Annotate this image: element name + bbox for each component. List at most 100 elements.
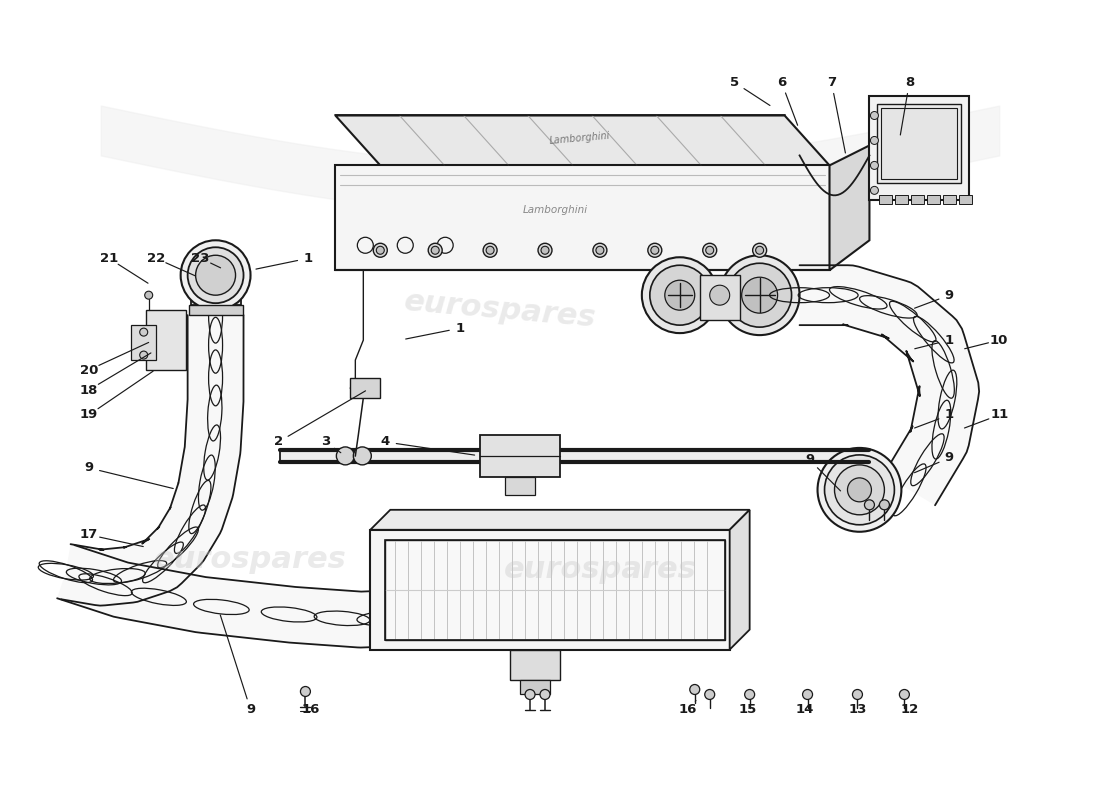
Circle shape	[756, 246, 763, 254]
Text: 11: 11	[990, 409, 1009, 422]
Text: Lamborghini: Lamborghini	[549, 131, 610, 146]
Text: 1: 1	[304, 252, 313, 265]
Polygon shape	[57, 545, 452, 647]
Circle shape	[852, 690, 862, 699]
Polygon shape	[520, 679, 550, 694]
Circle shape	[879, 500, 890, 510]
Bar	[959, 195, 972, 204]
Ellipse shape	[337, 447, 354, 465]
Text: 17: 17	[79, 528, 98, 542]
Polygon shape	[371, 530, 729, 650]
Circle shape	[593, 243, 607, 258]
Circle shape	[664, 280, 695, 310]
Bar	[927, 195, 940, 204]
Text: 16: 16	[679, 703, 697, 716]
Circle shape	[865, 500, 874, 510]
Circle shape	[703, 243, 717, 258]
Circle shape	[431, 246, 439, 254]
Text: 4: 4	[381, 435, 389, 449]
Text: 9: 9	[85, 462, 94, 474]
Circle shape	[140, 328, 147, 336]
Text: 19: 19	[79, 409, 98, 422]
Circle shape	[706, 246, 714, 254]
Polygon shape	[729, 510, 750, 650]
Ellipse shape	[353, 447, 372, 465]
Circle shape	[817, 448, 901, 532]
Text: eurospares: eurospares	[154, 546, 346, 574]
Text: 10: 10	[990, 334, 1009, 346]
Circle shape	[719, 255, 800, 335]
Circle shape	[641, 258, 717, 333]
Circle shape	[651, 246, 659, 254]
Polygon shape	[350, 378, 381, 398]
Text: eurospares: eurospares	[504, 555, 696, 584]
Circle shape	[870, 186, 879, 194]
Circle shape	[180, 240, 251, 310]
Polygon shape	[336, 115, 829, 166]
Text: 9: 9	[945, 289, 954, 302]
Text: 22: 22	[146, 252, 165, 265]
Circle shape	[650, 266, 710, 325]
Text: Lamborghini: Lamborghini	[522, 206, 587, 215]
Circle shape	[525, 690, 535, 699]
Polygon shape	[869, 95, 969, 200]
Text: 1: 1	[945, 334, 954, 346]
Circle shape	[483, 243, 497, 258]
Text: 9: 9	[246, 703, 255, 716]
Circle shape	[745, 690, 755, 699]
Text: 7: 7	[827, 76, 836, 89]
Circle shape	[538, 243, 552, 258]
Circle shape	[835, 465, 884, 515]
Circle shape	[690, 685, 700, 694]
Text: 1: 1	[455, 322, 464, 334]
Polygon shape	[510, 650, 560, 679]
Polygon shape	[62, 315, 243, 606]
Circle shape	[900, 690, 910, 699]
Bar	[385, 540, 725, 639]
Circle shape	[541, 246, 549, 254]
Bar	[280, 450, 869, 462]
Text: 9: 9	[805, 454, 814, 466]
Circle shape	[728, 263, 792, 327]
Text: 5: 5	[730, 76, 739, 89]
Circle shape	[705, 690, 715, 699]
Text: 21: 21	[100, 252, 118, 265]
Text: 1: 1	[945, 409, 954, 422]
Text: 13: 13	[848, 703, 867, 716]
Text: 20: 20	[79, 363, 98, 377]
Circle shape	[803, 690, 813, 699]
Circle shape	[540, 690, 550, 699]
Circle shape	[870, 162, 879, 170]
Bar	[879, 195, 892, 204]
Bar	[190, 275, 241, 305]
Circle shape	[710, 285, 729, 305]
Text: 2: 2	[274, 435, 283, 449]
Circle shape	[140, 351, 147, 359]
Text: 18: 18	[79, 383, 98, 397]
Text: 8: 8	[904, 76, 914, 89]
Circle shape	[596, 246, 604, 254]
Text: 15: 15	[738, 703, 757, 716]
Circle shape	[376, 246, 384, 254]
Circle shape	[870, 137, 879, 145]
Circle shape	[648, 243, 662, 258]
Bar	[944, 195, 956, 204]
Circle shape	[486, 246, 494, 254]
Polygon shape	[145, 310, 186, 370]
Text: 3: 3	[321, 435, 330, 449]
Bar	[878, 103, 961, 183]
Polygon shape	[700, 275, 739, 320]
Circle shape	[196, 255, 235, 295]
Polygon shape	[829, 146, 869, 270]
Text: 9: 9	[945, 451, 954, 464]
Polygon shape	[800, 266, 979, 506]
Circle shape	[741, 278, 778, 313]
Circle shape	[870, 111, 879, 119]
Polygon shape	[505, 477, 535, 495]
Bar	[912, 195, 924, 204]
Text: 6: 6	[777, 76, 786, 89]
Text: 12: 12	[900, 703, 918, 716]
Text: eurospares: eurospares	[403, 287, 597, 333]
Circle shape	[373, 243, 387, 258]
Circle shape	[752, 243, 767, 258]
